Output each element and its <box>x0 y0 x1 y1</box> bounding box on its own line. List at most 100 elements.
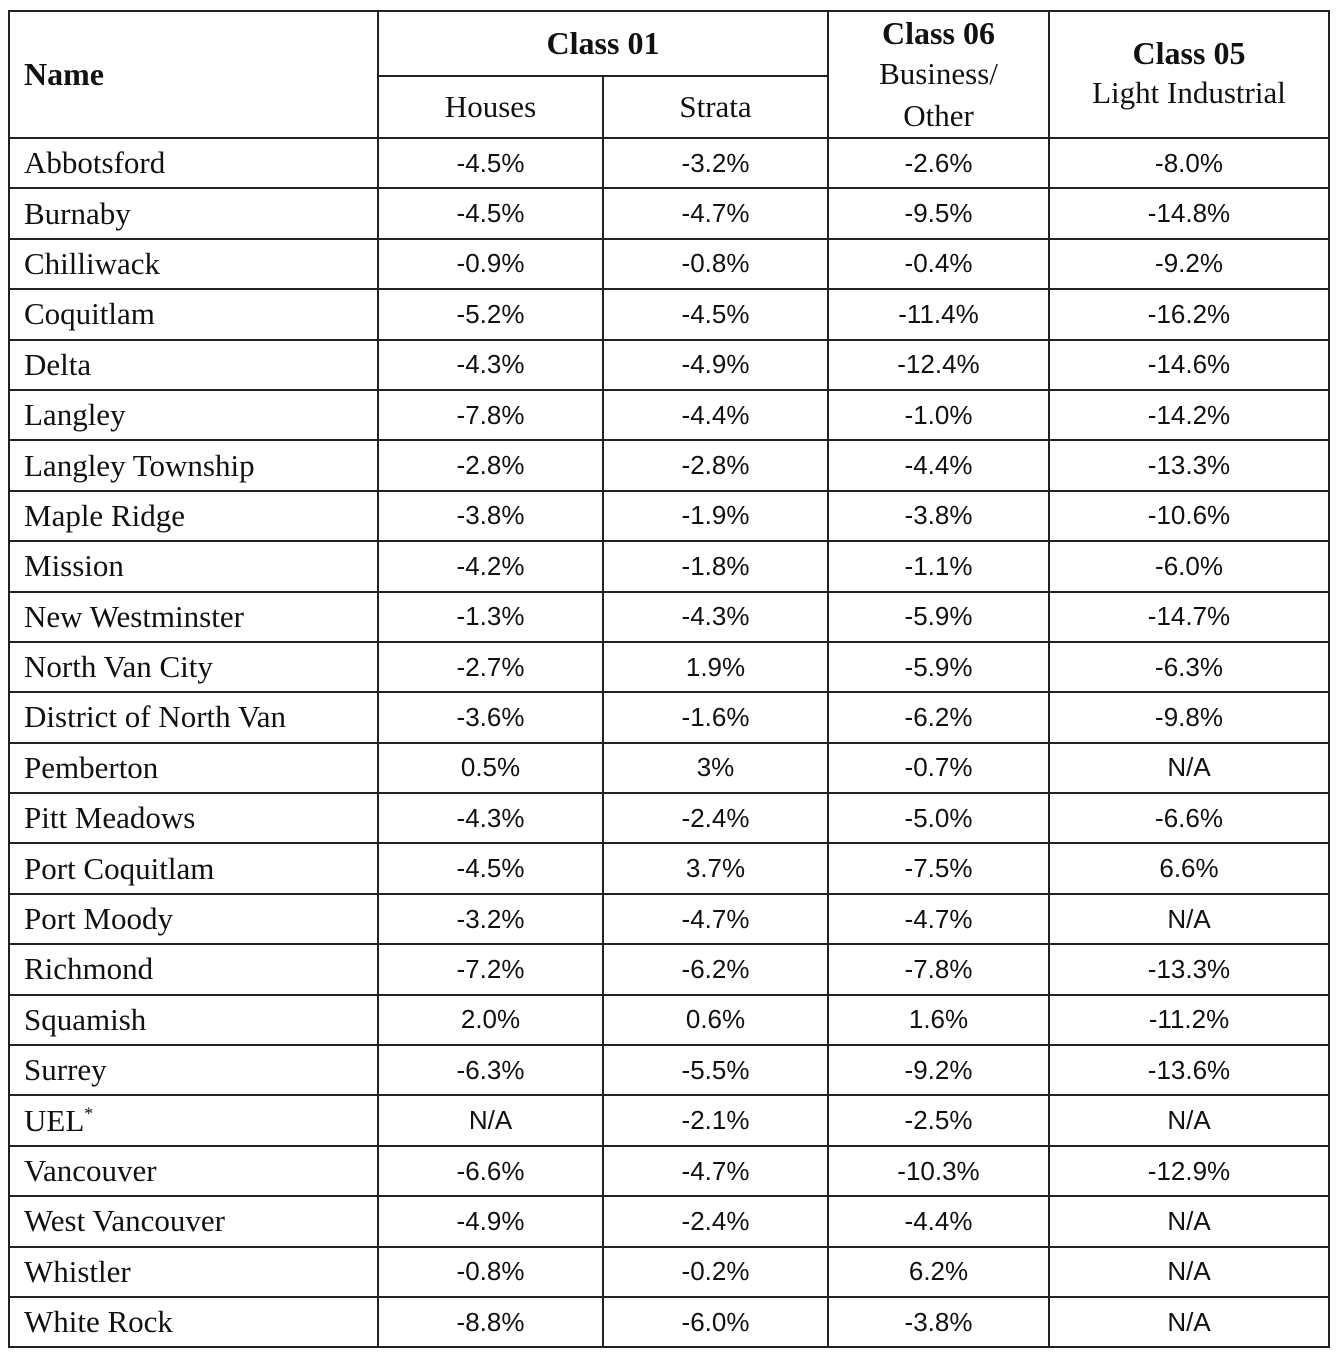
name-cell: Squamish <box>8 993 379 1047</box>
value-cell: -1.8% <box>602 540 829 593</box>
value-cell: -2.5% <box>827 1094 1050 1147</box>
value-cell: N/A <box>1048 892 1330 946</box>
value-cell: -4.9% <box>377 1195 604 1248</box>
name-text: UEL <box>24 1102 85 1138</box>
name-text: Burnaby <box>24 195 131 231</box>
value-cell: -4.4% <box>602 388 829 442</box>
value-cell: -6.6% <box>377 1144 604 1198</box>
header-class06: Class 06 Business/ Other <box>827 10 1050 139</box>
data-row: Langley -7.8% -4.4% -1.0% -14.2% <box>8 388 1330 442</box>
value-cell: -7.8% <box>377 388 604 442</box>
data-row: Pitt Meadows -4.3% -2.4% -5.0% -6.6% <box>8 792 1330 845</box>
value-cell: N/A <box>1048 1094 1330 1147</box>
value-cell: -2.4% <box>602 792 829 845</box>
value-cell: -3.8% <box>377 489 604 543</box>
value-cell: -4.5% <box>377 187 604 240</box>
value-cell: N/A <box>1048 1245 1330 1298</box>
value-cell: 1.9% <box>602 640 829 694</box>
value-cell: -13.6% <box>1048 1044 1330 1097</box>
value-cell: -9.2% <box>827 1044 1050 1097</box>
value-cell: -4.5% <box>602 288 829 341</box>
table-container: Name Class 01 Class 06 Business/ Other C… <box>8 10 1330 1349</box>
data-row: Port Coquitlam -4.5% 3.7% -7.5% 6.6% <box>8 842 1330 895</box>
name-cell: Port Coquitlam <box>8 842 379 895</box>
name-text: Pemberton <box>24 749 159 785</box>
value-cell: -7.2% <box>377 943 604 996</box>
value-cell: -5.0% <box>827 792 1050 845</box>
name-cell: Langley Township <box>8 439 379 492</box>
data-row: Chilliwack -0.9% -0.8% -0.4% -9.2% <box>8 237 1330 291</box>
value-cell: -2.6% <box>827 136 1050 190</box>
value-cell: -14.6% <box>1048 338 1330 391</box>
value-cell: -12.4% <box>827 338 1050 391</box>
name-cell: Pemberton <box>8 741 379 795</box>
name-cell: Pitt Meadows <box>8 792 379 845</box>
name-text: Chilliwack <box>24 245 161 281</box>
name-cell: West Vancouver <box>8 1195 379 1248</box>
name-cell: Chilliwack <box>8 237 379 291</box>
value-cell: -6.2% <box>602 943 829 996</box>
name-text: West Vancouver <box>24 1203 225 1239</box>
name-cell: Langley <box>8 388 379 442</box>
value-cell: -4.2% <box>377 540 604 593</box>
value-cell: -2.8% <box>602 439 829 492</box>
name-text: Whistler <box>24 1253 131 1289</box>
data-row: Delta -4.3% -4.9% -12.4% -14.6% <box>8 338 1330 391</box>
header-class06-title: Class 06 <box>882 14 995 51</box>
value-cell: -16.2% <box>1048 288 1330 341</box>
value-cell: -3.8% <box>827 489 1050 543</box>
data-row: Vancouver -6.6% -4.7% -10.3% -12.9% <box>8 1144 1330 1198</box>
value-cell: -5.9% <box>827 590 1050 643</box>
value-cell: -8.0% <box>1048 136 1330 190</box>
name-cell: Port Moody <box>8 892 379 946</box>
data-row: District of North Van -3.6% -1.6% -6.2% -9.8… <box>8 691 1330 744</box>
data-row: West Vancouver -4.9% -2.4% -4.4% N/A <box>8 1195 1330 1248</box>
name-text: White Rock <box>24 1304 173 1340</box>
data-row: New Westminster -1.3% -4.3% -5.9% -14.7% <box>8 590 1330 643</box>
value-cell: -4.7% <box>827 892 1050 946</box>
name-text: Pitt Meadows <box>24 800 196 836</box>
name-cell: Delta <box>8 338 379 391</box>
value-cell: -4.3% <box>377 338 604 391</box>
value-cell: -14.7% <box>1048 590 1330 643</box>
value-cell: -1.1% <box>827 540 1050 593</box>
data-row: Whistler -0.8% -0.2% 6.2% N/A <box>8 1245 1330 1298</box>
data-row: North Van City -2.7% 1.9% -5.9% -6.3% <box>8 640 1330 694</box>
value-cell: -1.9% <box>602 489 829 543</box>
name-cell: District of North Van <box>8 691 379 744</box>
name-text: Coquitlam <box>24 296 155 332</box>
value-cell: -6.3% <box>1048 640 1330 694</box>
value-cell: -6.3% <box>377 1044 604 1097</box>
value-cell: -0.7% <box>827 741 1050 795</box>
name-cell: Coquitlam <box>8 288 379 341</box>
value-cell: 6.2% <box>827 1245 1050 1298</box>
name-text: Abbotsford <box>24 145 166 181</box>
value-cell: -4.7% <box>602 892 829 946</box>
header-row: Name Class 01 Class 06 Business/ Other C… <box>8 10 1330 139</box>
value-cell: -1.0% <box>827 388 1050 442</box>
value-cell: -3.2% <box>602 136 829 190</box>
value-cell: -3.8% <box>827 1295 1050 1349</box>
value-cell: -12.9% <box>1048 1144 1330 1198</box>
data-row: Richmond -7.2% -6.2% -7.8% -13.3% <box>8 943 1330 996</box>
value-cell: -8.8% <box>377 1295 604 1349</box>
value-cell: -9.8% <box>1048 691 1330 744</box>
value-cell: -3.6% <box>377 691 604 744</box>
value-cell: -7.8% <box>827 943 1050 996</box>
data-row: Burnaby -4.5% -4.7% -9.5% -14.8% <box>8 187 1330 240</box>
name-text: North Van City <box>24 649 213 685</box>
value-cell: 0.5% <box>377 741 604 795</box>
header-class05-title: Class 05 <box>1132 35 1246 71</box>
data-row: Coquitlam -5.2% -4.5% -11.4% -16.2% <box>8 288 1330 341</box>
data-row: Port Moody -3.2% -4.7% -4.7% N/A <box>8 892 1330 946</box>
value-cell: 0.6% <box>602 993 829 1047</box>
value-cell: -0.8% <box>377 1245 604 1298</box>
name-cell: Mission <box>8 540 379 593</box>
value-cell: N/A <box>1048 1195 1330 1248</box>
value-cell: -6.6% <box>1048 792 1330 845</box>
value-cell: -13.3% <box>1048 439 1330 492</box>
name-cell: Richmond <box>8 943 379 996</box>
name-cell: White Rock <box>8 1295 379 1349</box>
value-cell: -2.7% <box>377 640 604 694</box>
